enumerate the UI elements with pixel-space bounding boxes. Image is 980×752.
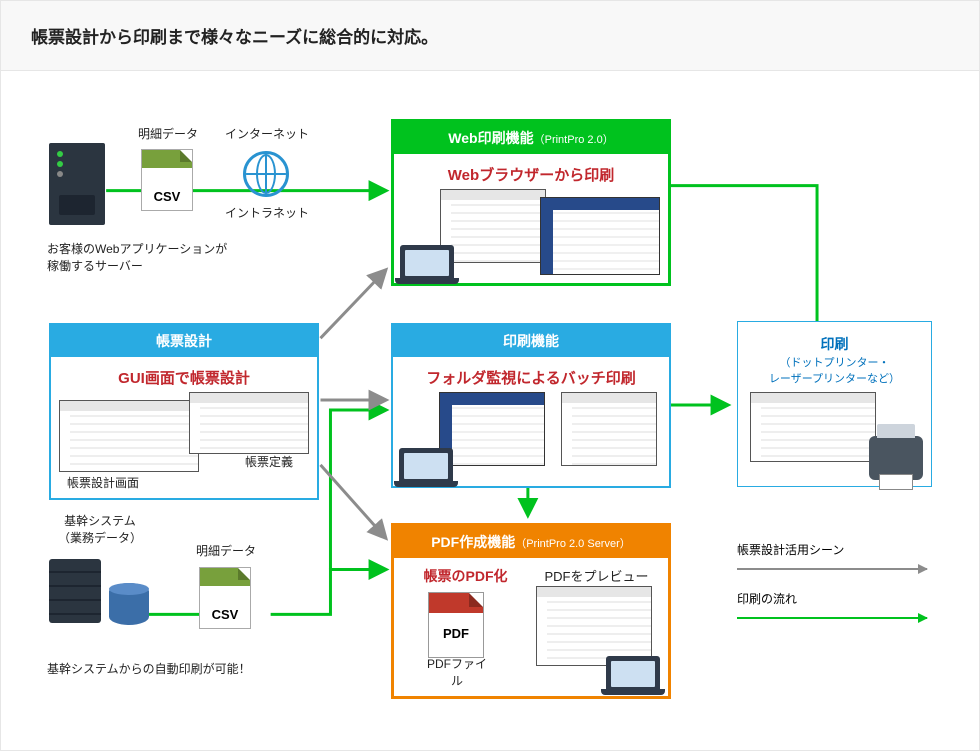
- core-system-label: 基幹システム （業務データ）: [45, 513, 155, 547]
- legend-print-label: 印刷の流れ: [737, 592, 797, 606]
- database-icon: [109, 583, 149, 625]
- output-panel: 印刷 （ドットプリンター・ レーザープリンターなど）: [737, 321, 932, 487]
- legend-gray-arrow: [737, 568, 927, 570]
- server-stack-icon: [49, 559, 101, 623]
- laptop-icon-2: [399, 448, 453, 484]
- web-panel-head-sub: （PrintPro 2.0）: [534, 134, 614, 146]
- pdf-subtitle-left: 帳票のPDF化: [404, 566, 527, 586]
- legend: 帳票設計活用シーン 印刷の流れ: [737, 541, 927, 621]
- legend-green-arrow: [737, 617, 927, 619]
- pdf-subtitle-right: PDFをプレビュー: [535, 566, 658, 586]
- diagram-canvas: 明細データ CSV インターネット イントラネット お客様のWebアプリケーショ…: [1, 71, 979, 752]
- output-panel-sub: （ドットプリンター・ レーザープリンターなど）: [738, 354, 931, 392]
- design-screenshot-right: [189, 392, 309, 454]
- web-screenshot-1: [440, 189, 546, 263]
- pdf-panel-head-sub: （PrintPro 2.0 Server）: [515, 538, 631, 550]
- pdf-file-text: PDF: [443, 626, 469, 641]
- pdf-panel-head: PDF作成機能（PrintPro 2.0 Server）: [394, 526, 668, 558]
- output-screenshot: [750, 392, 876, 462]
- laptop-icon: [400, 245, 454, 281]
- globe-icon: [243, 151, 289, 197]
- print-panel-head: 印刷機能: [393, 325, 669, 357]
- server-icon: [49, 143, 105, 225]
- detail-data-label: 明細データ: [133, 126, 203, 143]
- laptop-icon-3: [606, 656, 660, 692]
- csv-text-2: CSV: [212, 607, 239, 622]
- design-panel: 帳票設計 GUI画面で帳票設計 帳票定義 帳票設計画面: [49, 323, 319, 500]
- internet-label: インターネット: [217, 126, 317, 143]
- web-panel-subtitle: Webブラウザーから印刷: [394, 154, 668, 185]
- print-screenshot-2: [561, 392, 657, 466]
- pdf-file-icon: PDF: [428, 592, 484, 658]
- server-caption: お客様のWebアプリケーションが 稼働するサーバー: [47, 241, 277, 275]
- design-panel-subtitle: GUI画面で帳票設計: [51, 357, 317, 388]
- pdf-panel: PDF作成機能（PrintPro 2.0 Server） 帳票のPDF化 PDF…: [391, 523, 671, 699]
- design-caption-left: 帳票設計画面: [67, 475, 139, 492]
- web-screenshot-2: [540, 197, 660, 275]
- design-screenshot-left: [59, 400, 199, 472]
- core-caption: 基幹システムからの自動印刷が可能！: [47, 661, 307, 678]
- design-panel-head: 帳票設計: [51, 325, 317, 357]
- print-screenshot-1: [439, 392, 545, 466]
- intranet-label: イントラネット: [217, 205, 317, 222]
- print-panel-subtitle: フォルダ監視によるバッチ印刷: [393, 357, 669, 388]
- web-print-panel: Web印刷機能（PrintPro 2.0） Webブラウザーから印刷: [391, 119, 671, 286]
- legend-design-label: 帳票設計活用シーン: [737, 543, 844, 557]
- detail-data-label-2: 明細データ: [191, 543, 261, 560]
- csv-text: CSV: [154, 189, 181, 204]
- page-title: 帳票設計から印刷まで様々なニーズに総合的に対応。: [1, 1, 979, 71]
- design-caption-right: 帳票定義: [245, 454, 293, 471]
- printer-icon: [869, 436, 923, 480]
- pdf-panel-head-text: PDF作成機能: [431, 534, 515, 550]
- csv-file-icon-2: CSV: [199, 567, 251, 629]
- output-panel-head: 印刷: [738, 322, 931, 354]
- web-panel-head: Web印刷機能（PrintPro 2.0）: [394, 122, 668, 154]
- web-panel-head-text: Web印刷機能: [448, 130, 533, 146]
- csv-file-icon: CSV: [141, 149, 193, 211]
- print-panel: 印刷機能 フォルダ監視によるバッチ印刷: [391, 323, 671, 488]
- pdf-preview-screenshot: [536, 586, 652, 666]
- pdf-caption: PDFファイル: [422, 656, 492, 690]
